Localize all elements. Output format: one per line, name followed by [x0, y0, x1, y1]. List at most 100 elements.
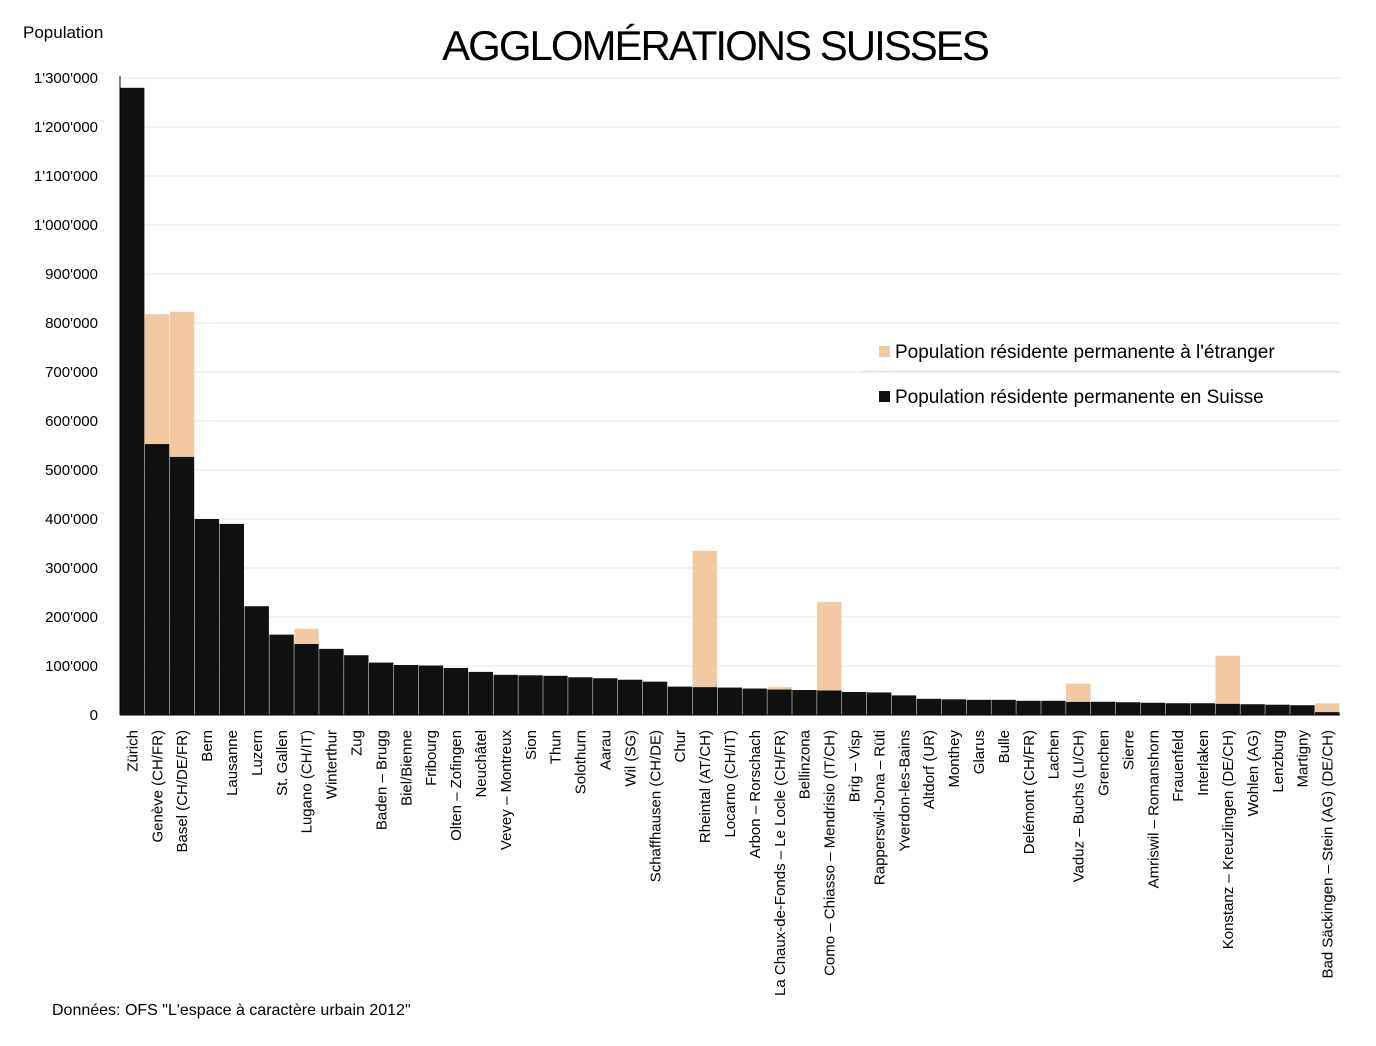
x-tick-label: Wohlen (AG) — [1245, 730, 1262, 816]
bar-suisse — [1290, 705, 1315, 715]
x-tick-label: Zug — [349, 730, 366, 756]
legend-divider — [862, 371, 1339, 372]
y-tick-label: 500'000 — [45, 462, 98, 479]
bar-suisse — [593, 678, 618, 715]
bar-suisse — [866, 692, 892, 715]
y-tick-label: 300'000 — [45, 560, 98, 577]
bar-etranger — [1066, 683, 1091, 702]
x-tick-label: Bulle — [996, 730, 1013, 763]
bar-suisse — [1165, 703, 1191, 715]
bar-suisse — [991, 699, 1016, 715]
x-tick-label: Lugano (CH/IT) — [299, 730, 316, 833]
y-tick-label: 1'100'000 — [34, 168, 98, 185]
y-tick-label: 0 — [90, 707, 98, 724]
x-tick-label: Sion — [523, 730, 540, 760]
bar-suisse — [1066, 701, 1091, 715]
y-tick-label: 600'000 — [45, 413, 98, 430]
x-tick-label: Bad Säckingen – Stein (AG) (DE/CH) — [1320, 730, 1337, 978]
bar-suisse — [617, 679, 643, 715]
bar-etranger — [294, 628, 319, 644]
bar-suisse — [219, 523, 244, 715]
x-tick-label: Vevey – Montreux — [498, 730, 515, 851]
bar-suisse — [194, 519, 220, 715]
x-tick-label: Rheintal (AT/CH) — [697, 730, 714, 843]
bar-suisse — [169, 456, 195, 715]
y-tick-label: 400'000 — [45, 511, 98, 528]
x-tick-label: Rapperswil-Jona – Rüti — [871, 730, 888, 885]
x-tick-label: Yverdon-les-Bains — [896, 730, 913, 852]
bar-suisse — [1315, 712, 1340, 715]
x-tick-label: Brig – Visp — [846, 730, 863, 802]
bar-suisse — [1265, 704, 1290, 715]
bar-suisse — [767, 689, 792, 715]
x-tick-label: Baden – Brugg — [373, 730, 390, 830]
x-tick-label: Locarno (CH/IT) — [722, 730, 739, 838]
x-tick-label: Frauenfeld — [1170, 730, 1187, 802]
x-tick-label: Lenzburg — [1270, 730, 1287, 793]
x-tick-label: Amriswil – Romanshorn — [1145, 730, 1162, 888]
x-tick-label: Thun — [548, 730, 565, 764]
bar-suisse — [667, 686, 693, 715]
x-tick-label: Altdorf (UR) — [921, 730, 938, 809]
x-tick-label: Biel/Bienne — [398, 730, 415, 806]
bar-suisse — [642, 681, 668, 715]
bar-suisse — [792, 690, 817, 715]
bar-etranger — [692, 550, 718, 688]
x-tick-label: Luzern — [249, 730, 266, 776]
x-tick-label: Genève (CH/FR) — [149, 730, 166, 843]
bar-suisse — [518, 675, 543, 715]
bar-suisse — [393, 665, 419, 715]
bar-suisse — [1240, 704, 1265, 715]
bar-etranger — [1315, 703, 1340, 713]
legend-item-etranger: Population résidente permanente à l'étra… — [879, 342, 1275, 364]
legend-label-suisse: Population résidente permanente en Suiss… — [895, 387, 1264, 408]
y-tick-label: 1'000'000 — [34, 217, 98, 234]
bar-suisse — [443, 667, 469, 715]
bar-suisse — [1115, 702, 1141, 715]
x-tick-label: Neuchâtel — [473, 730, 490, 798]
bar-etranger — [169, 311, 195, 457]
x-tick-label: Solothurn — [573, 730, 590, 794]
x-tick-label: Como – Chiasso – Mendrisio (IT/CH) — [822, 730, 839, 976]
bar-suisse — [1215, 703, 1240, 715]
x-tick-label: Monthey — [946, 730, 963, 788]
x-tick-label: Arbon – Rorschach — [747, 730, 764, 858]
bar-suisse — [468, 671, 493, 715]
x-tick-label: St. Gallen — [274, 730, 291, 796]
bar-suisse — [144, 444, 170, 715]
data-source-note: Données: OFS "L'espace à caractère urbai… — [52, 1002, 411, 1019]
bar-suisse — [842, 691, 867, 715]
x-tick-label: Vaduz – Buchs (LI/CH) — [1071, 730, 1088, 882]
y-tick-label: 700'000 — [45, 364, 98, 381]
x-tick-label: Bellinzona — [797, 729, 814, 799]
bar-suisse — [120, 87, 145, 716]
bar-suisse — [891, 695, 917, 715]
bar-suisse — [368, 662, 394, 715]
x-tick-label: La Chaux-de-Fonds – Le Locle (CH/FR) — [772, 730, 789, 996]
bar-suisse — [344, 655, 369, 715]
bar-suisse — [966, 699, 991, 715]
bar-suisse — [1041, 700, 1066, 715]
y-tick-label: 800'000 — [45, 315, 98, 332]
bar-suisse — [692, 687, 718, 715]
bar-suisse — [294, 643, 319, 715]
x-tick-label: Konstanz – Kreuzlingen (DE/CH) — [1220, 730, 1237, 949]
legend: Population résidente permanente à l'étra… — [862, 333, 1339, 417]
bar-suisse — [817, 690, 842, 715]
x-tick-label: Bern — [199, 730, 216, 762]
x-tick-label: Interlaken — [1195, 730, 1212, 796]
bar-suisse — [418, 665, 444, 715]
x-tick-label: Fribourg — [423, 730, 440, 786]
x-tick-label: Grenchen — [1095, 730, 1112, 796]
x-tick-label: Aarau — [598, 730, 615, 770]
x-tick-label: Zürich — [124, 730, 141, 772]
y-tick-label: 100'000 — [45, 658, 98, 675]
y-tick-label: 1'200'000 — [34, 119, 98, 136]
bar-suisse — [1140, 702, 1166, 715]
y-axis-label: Population — [23, 23, 104, 42]
bar-suisse — [1091, 701, 1116, 715]
bar-suisse — [916, 698, 942, 715]
x-tick-label: Lausanne — [224, 730, 241, 796]
bar-etranger — [144, 314, 170, 445]
